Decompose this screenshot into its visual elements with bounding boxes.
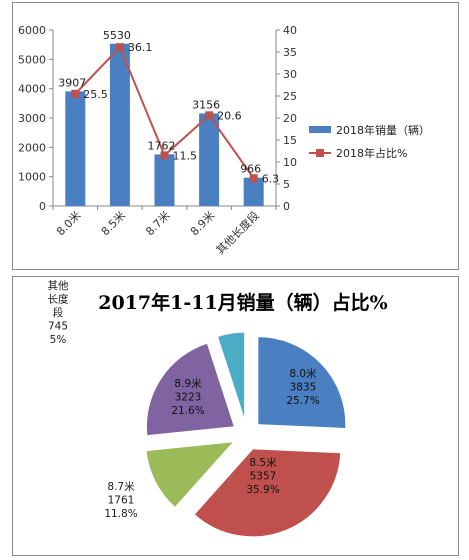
line-point [160, 151, 169, 160]
right-tick-label: 25 [283, 90, 297, 103]
pie-chart: 2017年1-11月销量（辆）占比%8.0米383525.7%8.5米53573… [48, 279, 388, 538]
legend-line-marker [316, 149, 324, 157]
legend-line-label: 2018年占比% [336, 146, 407, 160]
left-tick-label: 0 [39, 200, 46, 213]
bar [243, 177, 264, 206]
x-tick-label: 其他长度段 [213, 208, 262, 257]
pie-slice-percent: 11.8% [104, 508, 137, 520]
pie-slice-label: 8.0米 [289, 367, 317, 380]
line-data-label: 11.5 [173, 149, 198, 162]
pie-slice-percent: 21.6% [171, 405, 204, 417]
pie-slice-label: 8.7米 [107, 480, 135, 493]
line-data-label: 6.3 [262, 172, 280, 185]
right-tick-label: 5 [283, 178, 290, 191]
left-tick-label: 3000 [18, 112, 46, 125]
x-tick-label: 8.0米 [54, 209, 83, 238]
bar [199, 113, 220, 206]
left-tick-label: 5000 [18, 53, 46, 66]
bar [154, 154, 175, 206]
line-point [249, 174, 258, 183]
pie-slice-value: 5357 [250, 471, 277, 483]
right-tick-label: 10 [283, 156, 297, 169]
pie-slice-value: 3835 [290, 382, 317, 394]
right-tick-label: 20 [283, 112, 297, 125]
left-tick-label: 2000 [18, 141, 46, 154]
legend-bar-label: 2018年销量（辆） [336, 123, 430, 137]
pie-slice-percent: 5% [50, 334, 67, 346]
pie-slice-value: 1761 [108, 495, 135, 507]
combo-chart: 0 1000 2000 3000 4000 5000 6000 0 5 10 15 20 25 30 35 4… [18, 24, 430, 257]
x-tick-label: 8.7米 [143, 209, 172, 238]
pie-slice-label: 长度 [48, 293, 69, 306]
line-point [115, 43, 124, 52]
x-tick-label: 8.5米 [99, 209, 128, 238]
pie-slice [145, 441, 235, 509]
pie-slice-value: 745 [48, 321, 68, 333]
right-tick-label: 30 [283, 68, 297, 81]
bar [65, 91, 86, 206]
pie-slice-percent: 35.9% [246, 484, 279, 496]
bar-data-label: 5530 [103, 29, 131, 42]
pie-slice-label: 其他 [48, 279, 69, 292]
right-tick-label: 35 [283, 46, 297, 59]
right-tick-label: 0 [283, 200, 290, 213]
bar-data-label: 966 [240, 163, 261, 176]
x-tick-label: 8.9米 [188, 209, 217, 238]
pie-slice-value: 3223 [175, 392, 202, 404]
legend-bar-swatch [309, 126, 331, 133]
combo-chart-panel: 0 1000 2000 3000 4000 5000 6000 0 5 10 15 20 25 30 35 4… [12, 2, 459, 270]
left-tick-label: 6000 [18, 24, 46, 37]
right-tick-label: 15 [283, 134, 297, 147]
pie-title: 2017年1-11月销量（辆）占比% [98, 291, 387, 314]
bar [109, 43, 130, 206]
pie-slice [216, 331, 246, 421]
bar-data-label: 1762 [148, 139, 176, 152]
pie-chart-panel: 2017年1-11月销量（辆）占比% 8.0米 3835 25.7% 8.5米 5357 3… [12, 276, 459, 556]
line-point [205, 111, 214, 120]
line-point [71, 89, 80, 98]
right-tick-label: 40 [283, 24, 297, 37]
left-tick-label: 4000 [18, 83, 46, 96]
pie-slice [145, 342, 236, 437]
line-data-label: 20.6 [217, 109, 242, 122]
pie-slice [193, 448, 342, 538]
pie-slice-label: 8.9米 [174, 377, 202, 390]
bar-data-label: 3156 [192, 98, 220, 111]
line-data-label: 25.5 [83, 88, 108, 101]
left-tick-label: 1000 [18, 171, 46, 184]
line-data-label: 36.1 [128, 41, 152, 54]
pie-slice [257, 336, 347, 430]
pie-slice-label: 段 [53, 306, 64, 319]
pie-slice-percent: 25.7% [286, 395, 319, 407]
bar-data-label: 3907 [58, 76, 86, 89]
pie-slice-label: 8.5米 [249, 456, 277, 469]
